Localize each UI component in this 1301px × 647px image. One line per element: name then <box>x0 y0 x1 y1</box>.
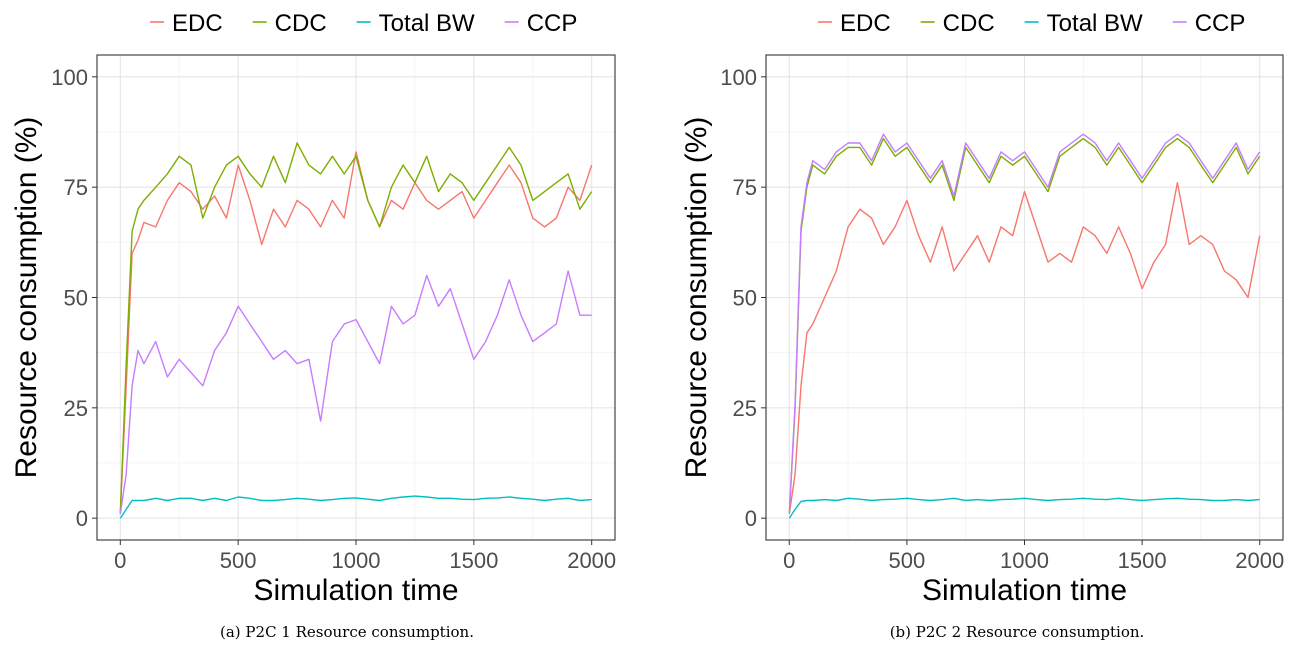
x-tick-label: 1000 <box>1000 548 1049 573</box>
series-line-cdc <box>788 137 1261 514</box>
series-line-cdc <box>119 142 593 514</box>
caption-a: (a) P2C 1 Resource consumption. <box>220 623 474 641</box>
legend-label: EDC <box>840 10 891 37</box>
y-tick-label: 0 <box>745 506 757 531</box>
series-line-total-bw <box>119 495 592 519</box>
series-line-ccp <box>119 270 592 514</box>
legend-label: CCP <box>1195 10 1246 37</box>
x-axis-label: Simulation time <box>253 574 458 607</box>
y-tick-label: 50 <box>64 286 88 311</box>
series-line-edc <box>788 181 1261 514</box>
x-tick-label: 500 <box>889 548 926 573</box>
legend-label: CCP <box>527 10 578 37</box>
legend-label: EDC <box>172 10 223 37</box>
legend-label: CDC <box>275 10 327 37</box>
caption-b: (b) P2C 2 Resource consumption. <box>890 623 1145 641</box>
plot-border <box>96 54 616 541</box>
plot-border <box>765 54 1284 541</box>
x-tick-label: 0 <box>114 548 126 573</box>
y-axis-label: Resource consumption (%) <box>680 117 713 479</box>
x-tick-label: 2000 <box>1235 548 1284 573</box>
y-tick-label: 25 <box>733 396 757 421</box>
y-tick-label: 75 <box>64 175 88 200</box>
x-tick-label: 1500 <box>1118 548 1167 573</box>
y-tick-label: 50 <box>733 286 757 311</box>
y-tick-label: 100 <box>720 65 757 90</box>
chart-panel-a: 0 500 1000 1500 2000 0 25 50 75 100 Simulation tim… <box>10 10 616 607</box>
series-line-total-bw <box>788 497 1260 519</box>
chart-panel-b: 0 500 1000 1500 2000 0 25 50 75 100 Simulation tim… <box>680 10 1284 607</box>
x-tick-label: 1500 <box>449 548 498 573</box>
y-axis-label: Resource consumption (%) <box>10 117 43 479</box>
legend-label: CDC <box>943 10 995 37</box>
series-line-ccp <box>788 133 1261 514</box>
y-tick-label: 25 <box>64 396 88 421</box>
x-tick-label: 2000 <box>567 548 616 573</box>
series-line-edc <box>119 151 593 514</box>
y-tick-label: 100 <box>51 65 88 90</box>
legend-label: Total BW <box>379 10 475 37</box>
legend-label: Total BW <box>1047 10 1143 37</box>
x-tick-label: 1000 <box>332 548 381 573</box>
y-tick-label: 0 <box>76 506 88 531</box>
x-axis-label: Simulation time <box>922 574 1127 607</box>
x-tick-label: 0 <box>783 548 795 573</box>
y-tick-label: 75 <box>733 175 757 200</box>
x-tick-label: 500 <box>220 548 257 573</box>
